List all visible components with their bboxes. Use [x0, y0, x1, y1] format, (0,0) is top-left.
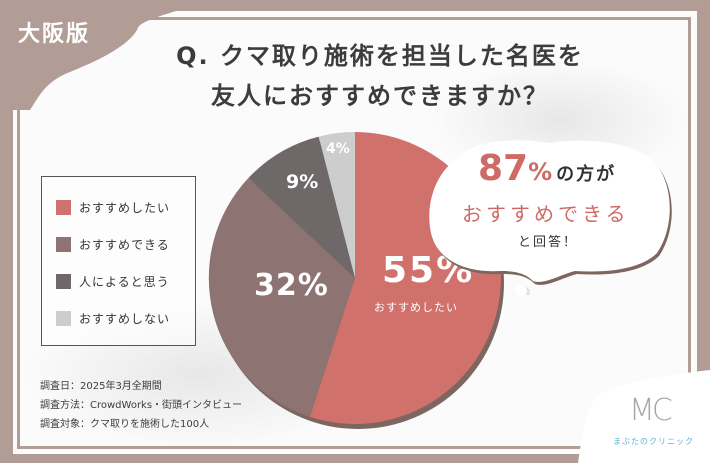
bubble-percent-sign: %	[528, 158, 553, 186]
legend-label: おすすめしない	[79, 312, 171, 326]
slice-sublabel-55: おすすめしたい	[374, 301, 458, 314]
slice-not-recommend	[318, 132, 355, 278]
clinic-name: まぶたのクリニック	[613, 437, 694, 446]
legend-swatch	[56, 274, 71, 289]
bubble-highlight: おすすめできる	[462, 202, 630, 226]
slice-label-4: 4%	[326, 141, 350, 157]
legend-swatch	[56, 311, 71, 326]
legend-swatch	[56, 237, 71, 252]
legend-label: おすすめできる	[79, 238, 170, 252]
page-title: Q. クマ取り施術を担当した名医を 友人におすすめできますか？	[140, 36, 620, 116]
legend-label: 人によると思う	[79, 275, 170, 289]
legend-label: おすすめしたい	[79, 201, 171, 215]
bubble-headline: 87 % の方が	[478, 148, 616, 189]
clinic-logo-mark: MC	[629, 393, 673, 428]
slice-label-9: 9%	[286, 171, 319, 193]
survey-date: 調査日：2025年3月全期間	[40, 381, 162, 392]
title-line-1: Q. クマ取り施術を担当した名医を	[176, 42, 584, 70]
speech-bubble	[429, 140, 672, 295]
legend-item-not-recommend: おすすめしない	[56, 310, 170, 327]
slice-label-32: 32%	[254, 268, 329, 303]
legend-item-recommend: おすすめしたい	[56, 199, 170, 216]
bubble-closing: と回答！	[518, 235, 579, 250]
survey-method: 調査方法：CrowdWorks・街頭インタビュー	[40, 400, 243, 411]
chart-legend: おすすめしたい おすすめできる 人によると思う おすすめしない	[41, 176, 196, 346]
legend-item-can-recommend: おすすめできる	[56, 236, 170, 253]
badge-shape	[0, 0, 215, 110]
slice-can-recommend	[208, 178, 355, 417]
legend-item-depends: 人によると思う	[56, 273, 170, 290]
slice-depends	[248, 136, 355, 278]
region-badge: 大阪版	[18, 22, 91, 47]
legend-swatch	[56, 200, 71, 215]
bubble-percentage: 87	[478, 148, 529, 189]
survey-notes: 調査日：2025年3月全期間 調査方法：CrowdWorks・街頭インタビュー …	[40, 377, 242, 434]
inner-frame	[17, 17, 691, 449]
bubble-suffix: の方が	[556, 164, 617, 185]
logo-backdrop	[578, 370, 710, 463]
survey-target: 調査対象：クマ取りを施術した100人	[40, 419, 210, 430]
title-line-2: 友人におすすめできますか？	[211, 82, 549, 110]
